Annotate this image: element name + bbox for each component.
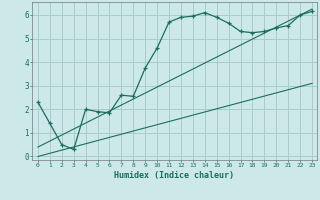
X-axis label: Humidex (Indice chaleur): Humidex (Indice chaleur) (115, 171, 234, 180)
